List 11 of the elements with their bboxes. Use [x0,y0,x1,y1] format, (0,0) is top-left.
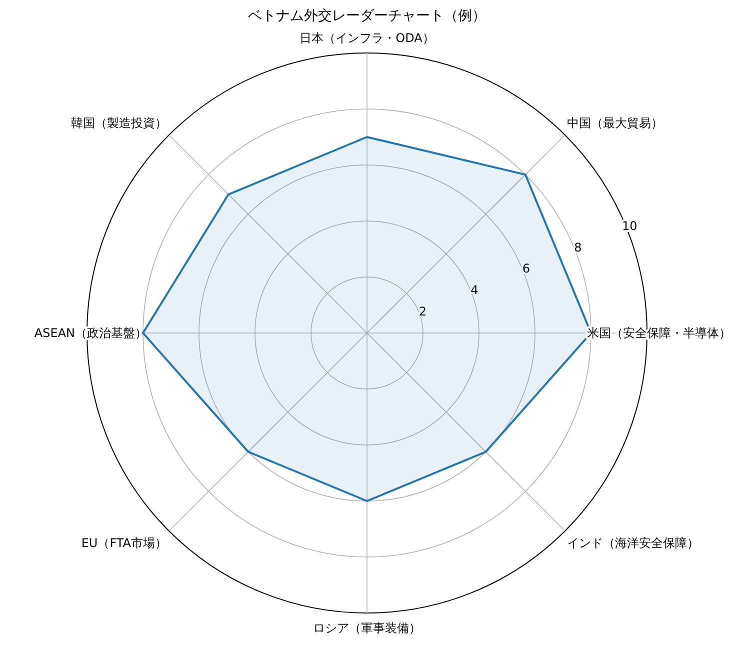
spoke-label: 中国（最大貿易） [566,116,663,130]
y-tick-label: 4 [470,283,478,298]
spoke-label: ロシア（軍事装備） [313,621,421,635]
y-tick-label: 6 [522,262,530,276]
y-tick-label: 2 [418,304,427,319]
y-tick-label: 8 [574,240,582,254]
spoke-label: 日本（インフラ・ODA） [300,31,434,45]
spoke-label: EU（FTA市場） [81,536,168,550]
spoke-label: インド（海洋安全保障） [566,536,699,550]
chart-title: ベトナム外交レーダーチャート（例） [248,8,486,24]
spoke-label: 韓国（製造投資） [71,116,168,130]
